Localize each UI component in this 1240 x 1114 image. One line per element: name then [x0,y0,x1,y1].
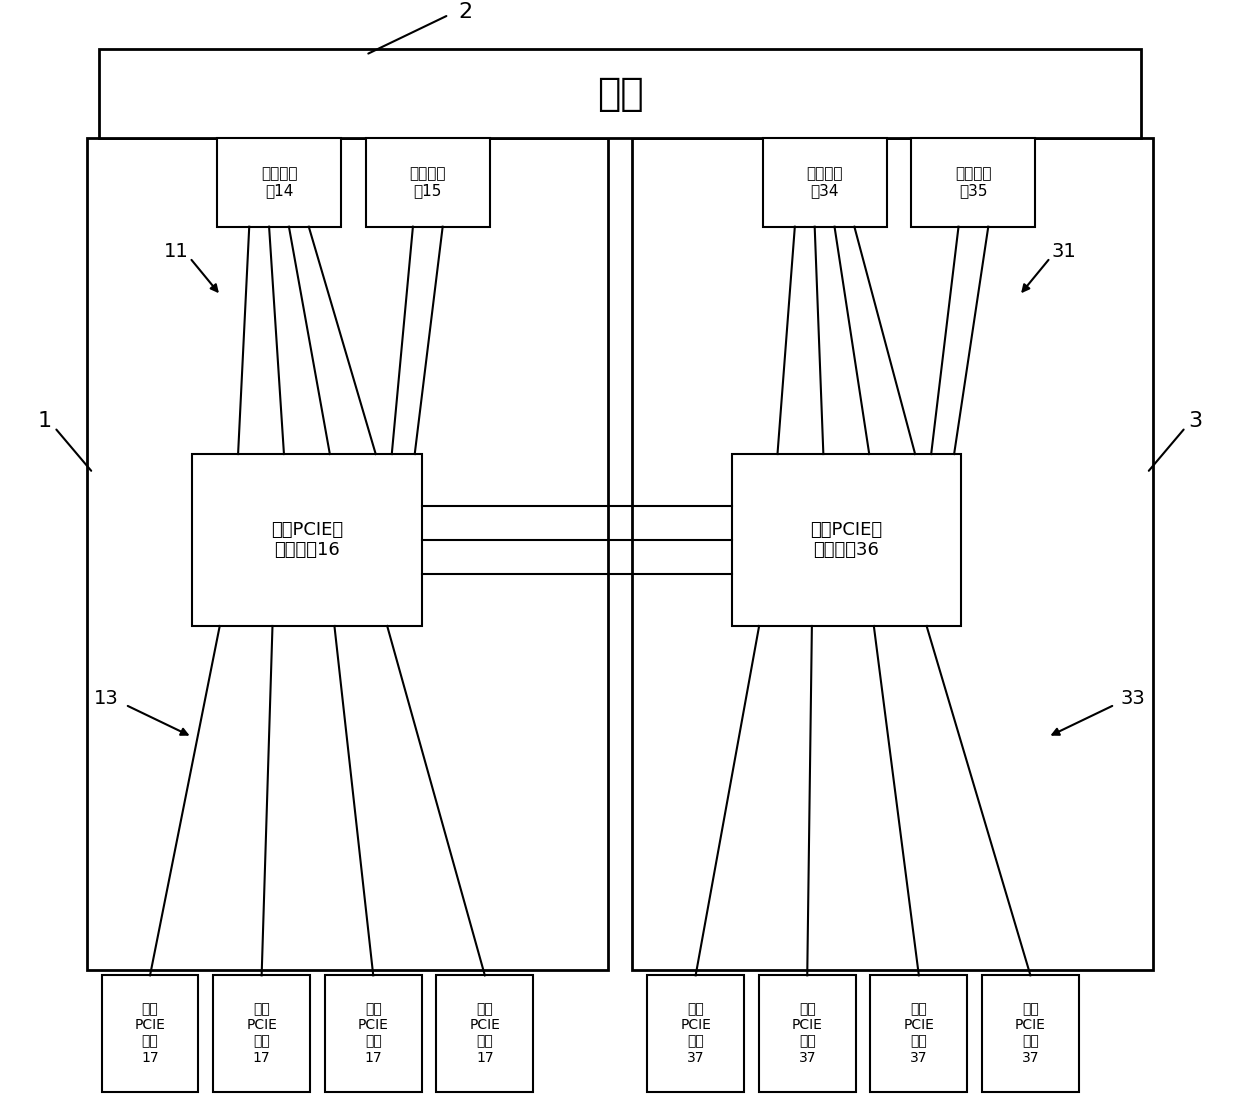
Bar [759,976,856,1092]
Bar [436,976,533,1092]
Bar [99,49,1141,138]
Text: 外连
PCIE
接口
37: 外连 PCIE 接口 37 [681,1003,711,1065]
Bar [213,976,310,1092]
Text: 3: 3 [1188,411,1203,431]
Text: 外连
PCIE
接口
37: 外连 PCIE 接口 37 [792,1003,822,1065]
Bar [325,976,422,1092]
Text: 外连
PCIE
接口
17: 外连 PCIE 接口 17 [135,1003,165,1065]
Text: 31: 31 [1052,242,1076,261]
Text: 外连
PCIE
接口
17: 外连 PCIE 接口 17 [247,1003,277,1065]
Text: 外连
PCIE
接口
17: 外连 PCIE 接口 17 [470,1003,500,1065]
Bar [632,138,1153,970]
Text: 13: 13 [94,688,119,707]
Bar [102,976,198,1092]
Text: 11: 11 [164,242,188,261]
Text: 第二PCIE交
换芯片组36: 第二PCIE交 换芯片组36 [810,520,883,559]
Bar [982,976,1079,1092]
Bar [911,138,1035,226]
Text: 第一PCIE交
换芯片组16: 第一PCIE交 换芯片组16 [270,520,343,559]
Text: 电源连接
器35: 电源连接 器35 [955,166,992,198]
Bar [217,138,341,226]
Bar [763,138,887,226]
Text: 外连
PCIE
接口
37: 外连 PCIE 接口 37 [904,1003,934,1065]
Text: 2: 2 [458,1,472,21]
Text: 背板连接
器34: 背板连接 器34 [806,166,843,198]
Text: 33: 33 [1121,688,1146,707]
Bar [192,455,422,626]
Bar [647,976,744,1092]
Bar [732,455,961,626]
Text: 背板连接
器14: 背板连接 器14 [260,166,298,198]
Bar [870,976,967,1092]
Text: 1: 1 [37,411,52,431]
Text: 背板: 背板 [596,75,644,113]
Bar [366,138,490,226]
Text: 电源连接
器15: 电源连接 器15 [409,166,446,198]
Text: 外连
PCIE
接口
37: 外连 PCIE 接口 37 [1016,1003,1045,1065]
Bar [87,138,608,970]
Text: 外连
PCIE
接口
17: 外连 PCIE 接口 17 [358,1003,388,1065]
